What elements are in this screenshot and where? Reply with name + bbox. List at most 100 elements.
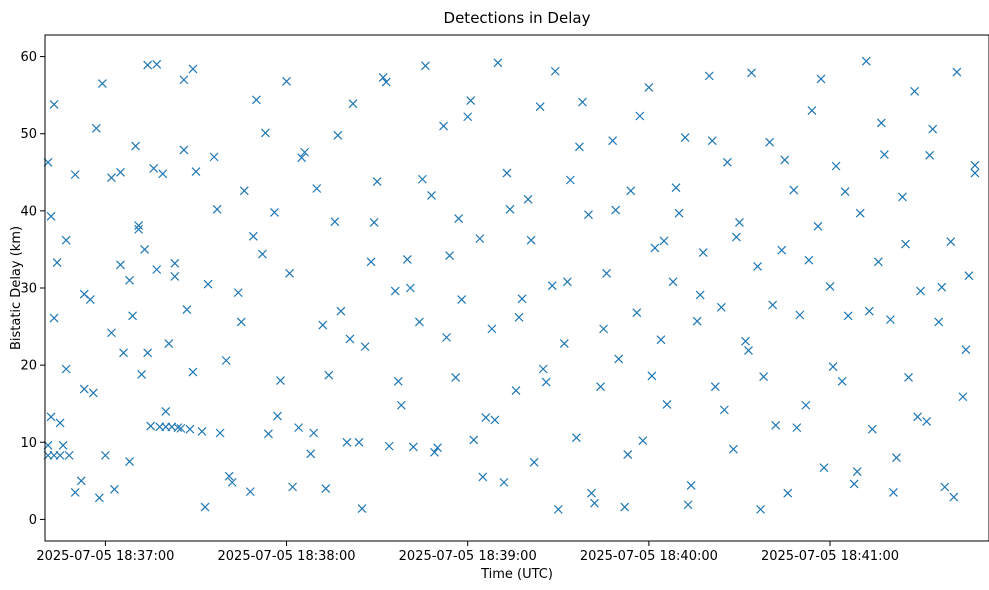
- data-point: [55, 450, 65, 460]
- data-point: [221, 356, 231, 365]
- data-point: [152, 265, 162, 274]
- data-point: [680, 133, 690, 143]
- data-point: [116, 260, 125, 270]
- data-point: [170, 272, 180, 281]
- data-point: [318, 320, 328, 330]
- data-point: [747, 68, 756, 78]
- data-point: [176, 423, 186, 433]
- data-point: [511, 386, 521, 396]
- data-point: [182, 305, 192, 315]
- data-point: [390, 286, 400, 296]
- data-point: [273, 411, 282, 421]
- data-point: [248, 231, 258, 241]
- data-point: [324, 370, 334, 380]
- data-point: [614, 354, 624, 364]
- data-point: [393, 376, 403, 386]
- data-point: [885, 315, 895, 325]
- data-point: [170, 258, 180, 268]
- data-point: [312, 184, 322, 193]
- data-point: [427, 191, 436, 200]
- data-point: [704, 71, 714, 81]
- y-tick-label: 20: [20, 359, 37, 374]
- data-point: [146, 421, 156, 431]
- data-point: [200, 502, 210, 512]
- data-point: [559, 339, 569, 348]
- data-point: [783, 488, 793, 498]
- data-point: [813, 221, 823, 231]
- data-point: [348, 99, 358, 109]
- data-point: [70, 170, 80, 180]
- data-point: [843, 311, 853, 321]
- data-point: [161, 406, 171, 416]
- data-point: [396, 400, 406, 410]
- data-point: [457, 295, 467, 304]
- data-point: [442, 332, 451, 342]
- data-point: [538, 364, 548, 374]
- data-point: [188, 367, 198, 377]
- data-point: [372, 177, 382, 186]
- data-point: [514, 312, 524, 322]
- y-axis-label: Bistatic Delay (km): [9, 226, 24, 350]
- data-point: [191, 167, 201, 176]
- data-point: [61, 235, 71, 245]
- data-point: [297, 153, 307, 163]
- data-point: [596, 382, 605, 392]
- data-point: [780, 155, 790, 165]
- data-point: [744, 346, 753, 355]
- data-point: [913, 412, 923, 422]
- data-point: [478, 472, 488, 482]
- data-point: [904, 373, 913, 382]
- x-tick-label: 2025-07-05 18:37:00: [36, 549, 174, 564]
- data-point: [916, 286, 926, 296]
- data-point: [695, 290, 705, 300]
- data-point: [825, 282, 835, 291]
- data-point: [430, 447, 439, 457]
- data-point: [792, 423, 802, 433]
- data-point: [143, 348, 153, 358]
- data-point: [445, 251, 455, 261]
- data-point: [644, 83, 654, 92]
- data-point: [659, 236, 669, 246]
- data-point: [849, 479, 859, 489]
- data-point: [668, 277, 678, 287]
- data-point: [239, 186, 249, 196]
- data-point: [647, 371, 657, 381]
- data-point: [125, 457, 134, 466]
- data-point: [97, 79, 107, 89]
- data-point: [94, 493, 104, 503]
- data-point: [288, 482, 298, 492]
- data-point: [463, 112, 473, 122]
- data-point: [158, 169, 168, 179]
- data-point: [49, 313, 59, 323]
- data-point: [529, 457, 539, 467]
- data-point: [571, 433, 581, 443]
- data-point: [562, 277, 572, 287]
- data-point: [970, 168, 980, 178]
- data-point: [233, 288, 243, 298]
- data-point: [638, 436, 648, 446]
- data-point: [152, 59, 162, 69]
- y-axis: 0 10 20 30 40 50 60: [20, 50, 45, 528]
- data-point: [188, 64, 198, 74]
- data-point: [421, 61, 430, 71]
- data-point: [535, 102, 545, 112]
- data-point: [294, 423, 304, 433]
- data-point: [366, 257, 376, 267]
- data-point: [369, 218, 379, 227]
- data-point: [149, 164, 159, 173]
- data-point: [236, 317, 246, 327]
- data-point: [728, 444, 738, 454]
- data-point: [300, 147, 310, 157]
- data-point: [898, 192, 907, 202]
- data-point: [879, 150, 889, 159]
- data-point: [698, 248, 708, 257]
- data-point: [876, 118, 886, 128]
- chart-title: Detections in Delay: [444, 9, 591, 27]
- data-point: [405, 283, 415, 293]
- data-point: [451, 373, 461, 382]
- data-point: [623, 450, 633, 460]
- data-point: [360, 342, 370, 352]
- data-point: [961, 345, 971, 355]
- data-point: [110, 484, 119, 494]
- data-point: [185, 424, 195, 434]
